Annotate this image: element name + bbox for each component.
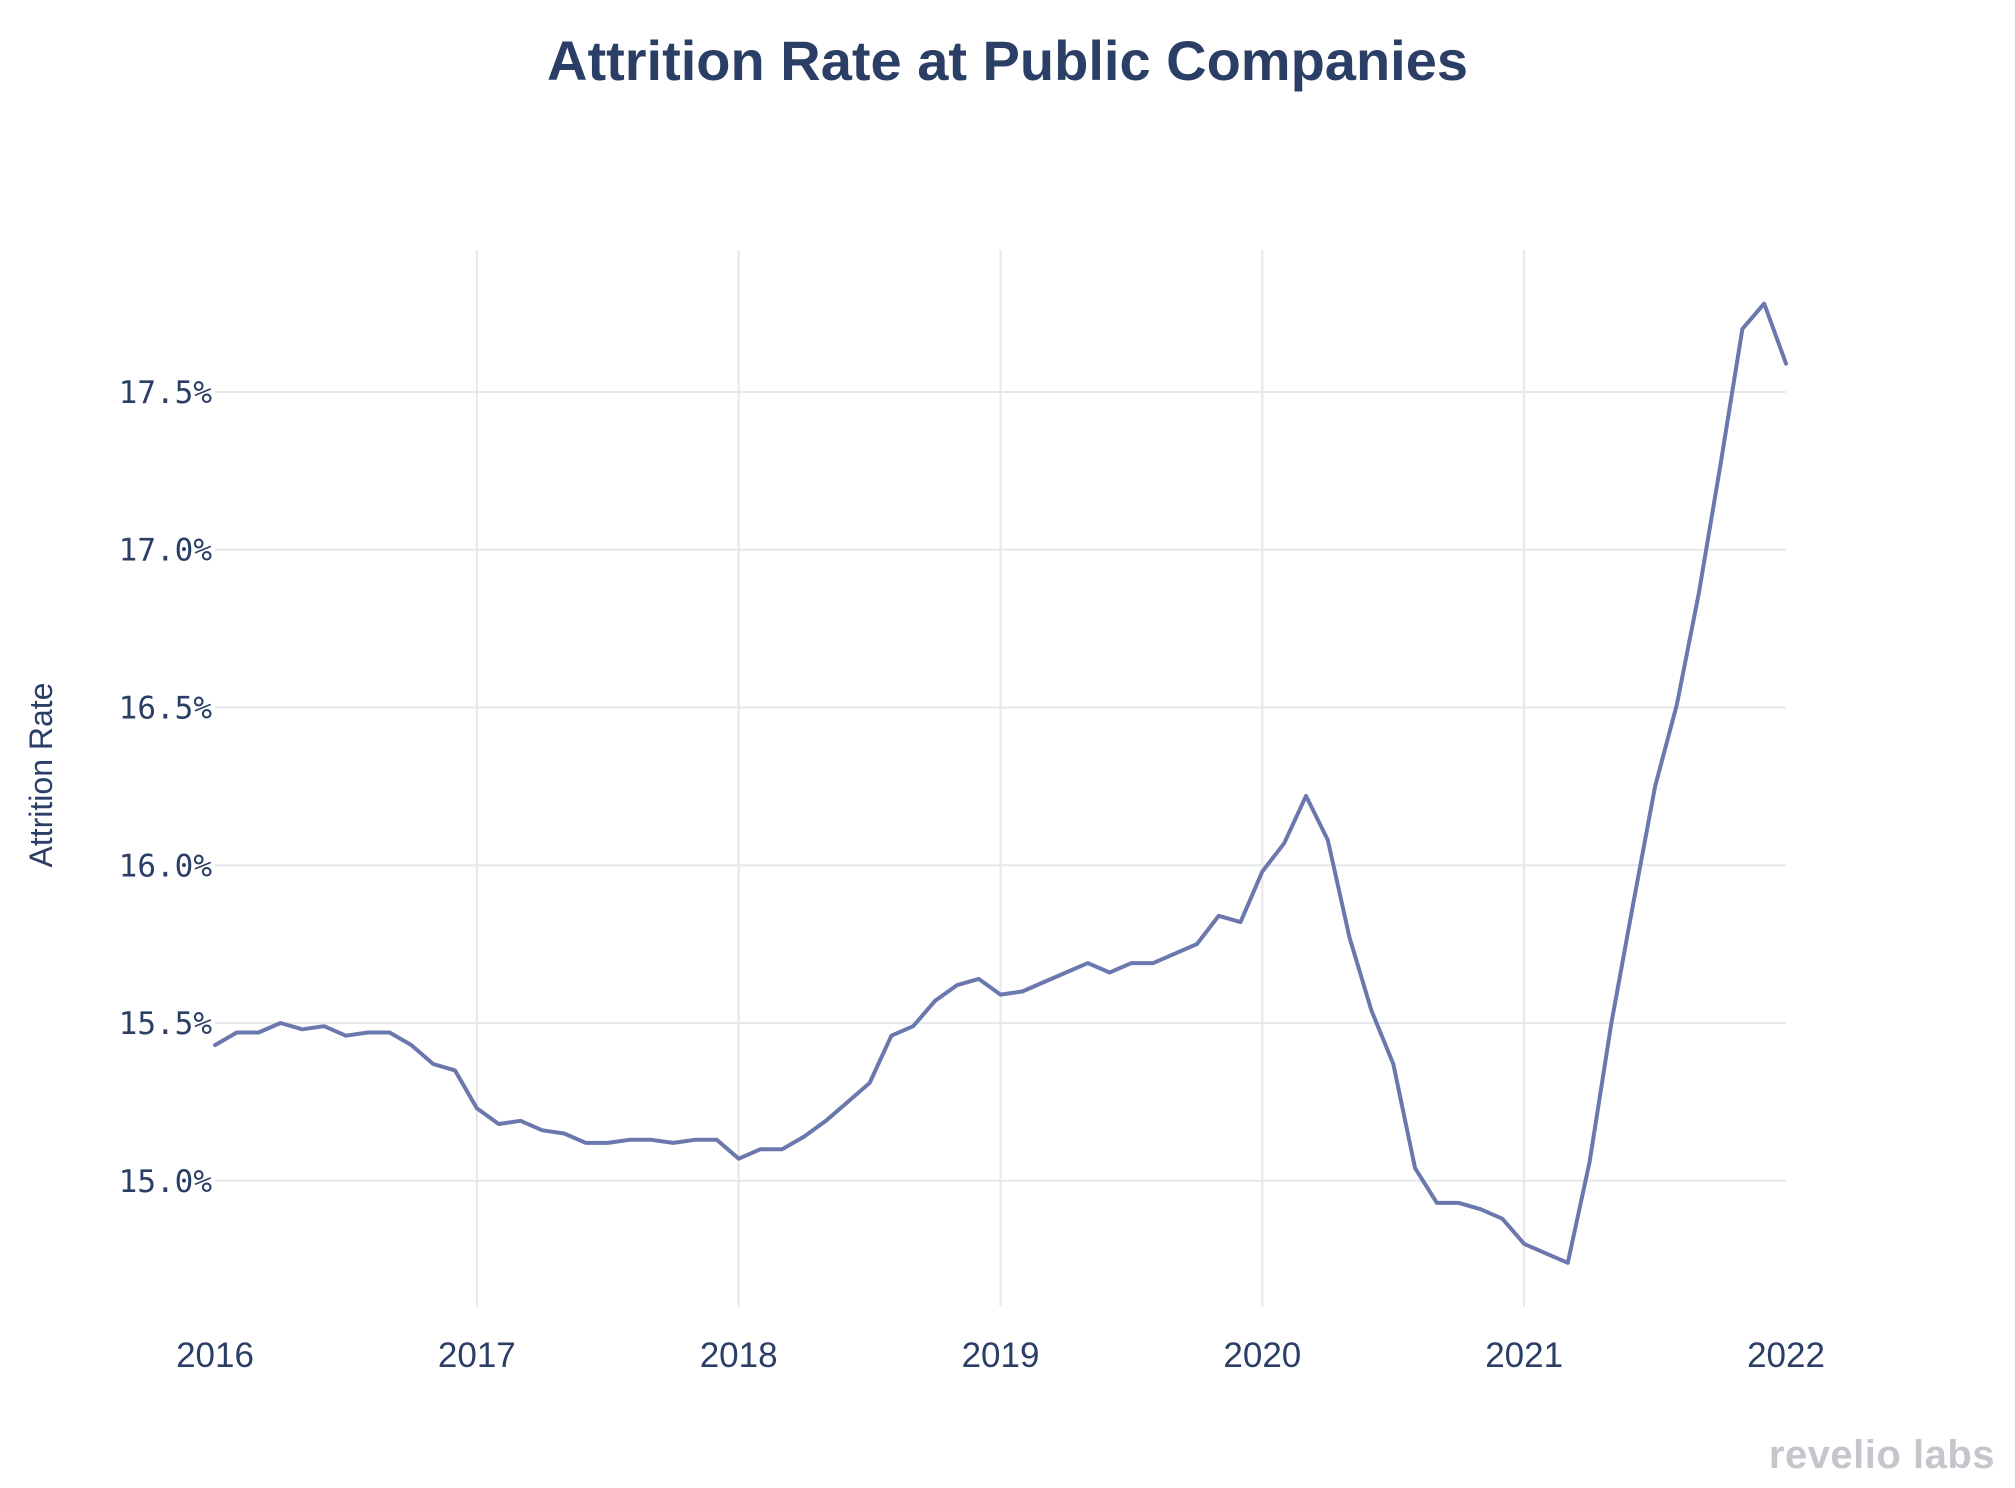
x-tick-label: 2022: [1747, 1336, 1825, 1375]
y-gridlines: [215, 390, 1786, 1182]
x-tick-label: 2021: [1485, 1336, 1563, 1375]
x-tick-label: 2020: [1223, 1336, 1301, 1375]
y-tick-label: 16.0%: [119, 848, 213, 884]
revelio-labs-logo: revelio labs: [1768, 1433, 1995, 1477]
x-tick-label: 2018: [700, 1336, 778, 1375]
y-tick-labels: 15.0% 15.5% 16.0% 16.5% 17.0% 17.5%: [119, 375, 213, 1200]
y-tick-label: 17.5%: [119, 375, 213, 411]
y-tick-label: 17.0%: [119, 533, 213, 569]
x-tick-label: 2019: [962, 1336, 1040, 1375]
y-tick-label: 16.5%: [119, 691, 213, 727]
y-tick-label: 15.5%: [119, 1006, 213, 1042]
series-line-attrition-rate: [213, 301, 1788, 1265]
chart-title: Attrition Rate at Public Companies: [547, 29, 1468, 92]
y-axis-label: Attrition Rate: [23, 683, 59, 868]
x-tick-labels: 2016 2017 2018 2019 2020 2021 2022: [176, 1336, 1825, 1375]
x-tick-label: 2017: [438, 1336, 516, 1375]
x-gridlines: [475, 250, 1526, 1307]
y-tick-label: 15.0%: [119, 1164, 213, 1200]
series-group: [213, 301, 1788, 1265]
x-tick-label: 2016: [176, 1336, 254, 1375]
